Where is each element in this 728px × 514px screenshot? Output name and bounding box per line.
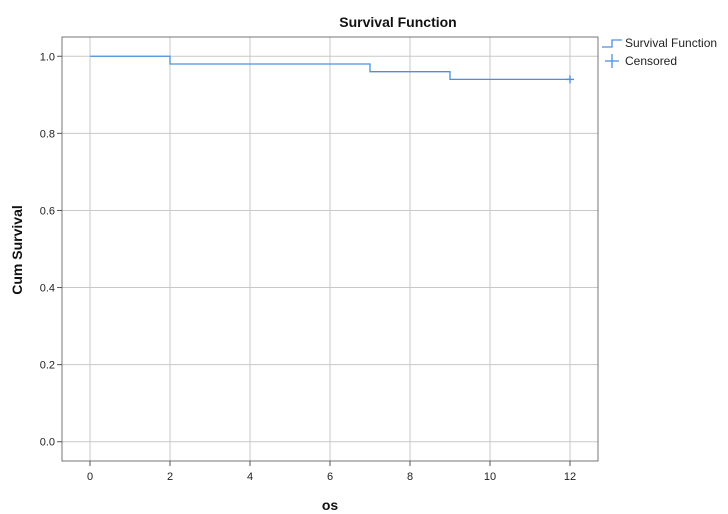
series-layer	[90, 55, 574, 84]
x-tick-label: 10	[484, 471, 496, 483]
y-tick-label: 0.6	[40, 205, 55, 217]
x-tick-label: 4	[247, 471, 253, 483]
y-tick-label: 0.8	[40, 128, 55, 140]
x-tick-label: 0	[87, 471, 93, 483]
y-tick-label: 1.0	[40, 51, 55, 63]
y-tick-label: 0.4	[40, 283, 55, 295]
legend-censored-label: Censored	[625, 54, 677, 68]
chart-title: Survival Function	[339, 14, 456, 30]
x-tick-label: 6	[327, 471, 333, 483]
x-tick-label: 2	[167, 471, 173, 483]
x-tick-label: 8	[407, 471, 413, 483]
x-axis-title: os	[322, 497, 339, 513]
survival-function-line	[90, 55, 570, 81]
y-tick-label: 0.2	[40, 360, 55, 372]
x-tick-label: 12	[564, 471, 576, 483]
censored-marker	[566, 75, 574, 84]
axis-ticks: 0 2 4 6 8 10 12 0.0 0.2 0.4 0.6 0.8 1.0	[40, 51, 576, 483]
legend-survival-symbol	[602, 39, 622, 48]
grid-lines	[62, 37, 598, 461]
y-tick-label: 0.0	[40, 437, 55, 449]
legend: Survival Function Censored	[602, 36, 717, 68]
y-axis-title: Cum Survival	[9, 205, 25, 294]
legend-survival-label: Survival Function	[625, 36, 717, 50]
